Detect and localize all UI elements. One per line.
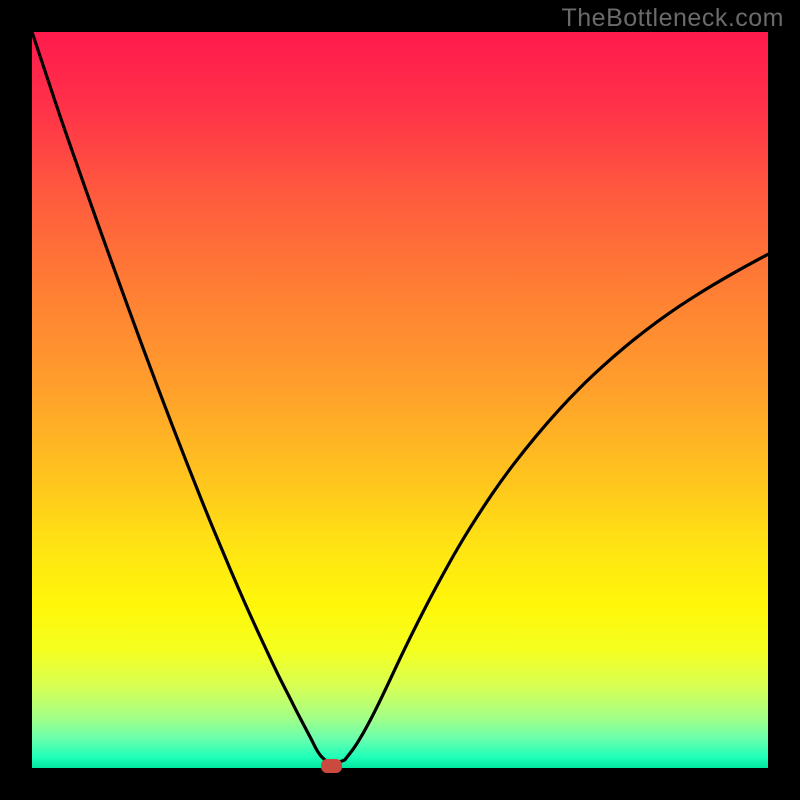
watermark-text: TheBottleneck.com: [562, 4, 785, 33]
chart-svg: [0, 0, 800, 800]
optimum-marker: [321, 759, 342, 773]
chart-stage: TheBottleneck.com: [0, 0, 800, 800]
